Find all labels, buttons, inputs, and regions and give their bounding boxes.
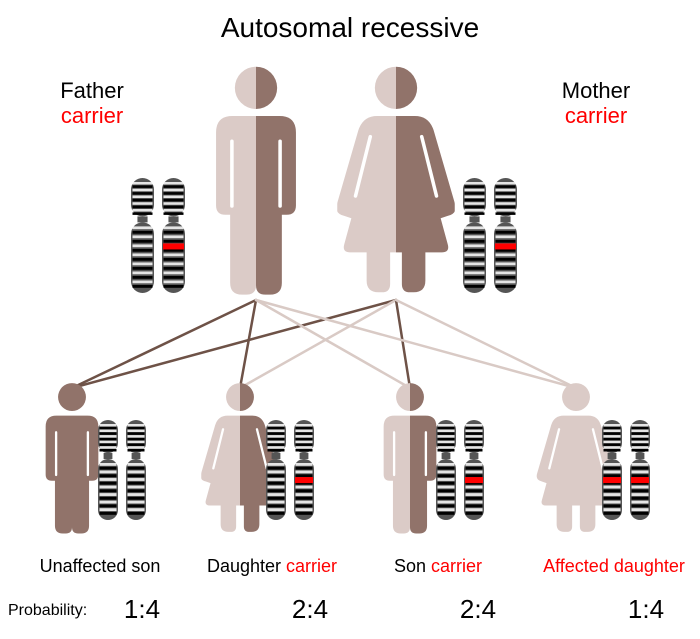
affected_daughter-label: Affected daughter — [543, 556, 685, 577]
mother-figure — [337, 62, 455, 297]
father-figure — [197, 62, 315, 297]
unaffected_son-chromosome-pair — [98, 420, 146, 520]
son_carrier-label: Son carrier — [394, 556, 482, 577]
daughter_carrier-label: Daughter carrier — [207, 556, 337, 577]
affected_daughter-probability: 1:4 — [628, 594, 664, 625]
son_carrier-probability: 2:4 — [460, 594, 496, 625]
unaffected_son-label: Unaffected son — [40, 556, 161, 577]
mother-chromosome-pair — [463, 178, 517, 293]
father-chromosome-pair — [131, 178, 185, 293]
probability-caption: Probability: — [8, 602, 87, 620]
unaffected_son-probability: 1:4 — [124, 594, 160, 625]
son_carrier-chromosome-pair — [436, 420, 484, 520]
daughter_carrier-probability: 2:4 — [292, 594, 328, 625]
daughter_carrier-chromosome-pair — [266, 420, 314, 520]
affected_daughter-chromosome-pair — [602, 420, 650, 520]
